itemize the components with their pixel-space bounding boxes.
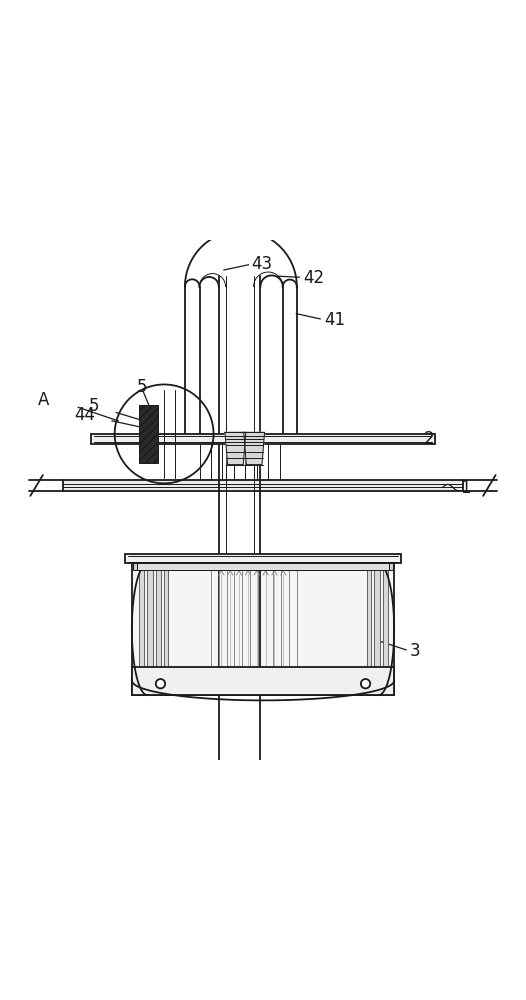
Polygon shape [244,432,265,465]
Text: 41: 41 [324,311,345,329]
Bar [132,667,394,695]
Text: 42: 42 [303,269,324,287]
Text: 2: 2 [423,430,434,448]
Bar [125,554,401,563]
Text: 1: 1 [460,479,470,497]
Bar [133,563,142,570]
Bar [375,566,380,693]
Bar [132,563,394,695]
Bar [137,563,389,570]
Text: 3: 3 [410,642,420,660]
Text: 43: 43 [251,255,272,273]
Bar [156,566,161,693]
Polygon shape [225,432,246,465]
Text: 5: 5 [89,397,99,415]
Bar [63,480,463,491]
Text: A: A [38,391,49,409]
Circle shape [156,679,165,688]
Text: 44: 44 [74,406,95,424]
Bar [384,563,393,570]
Bar [147,566,153,693]
Bar [164,566,168,693]
Bar [139,566,144,693]
Text: 5: 5 [137,378,148,396]
Bar [91,434,435,444]
Circle shape [361,679,370,688]
Bar [133,563,393,570]
Bar [383,566,388,693]
Bar [367,566,371,693]
Bar [139,405,158,463]
